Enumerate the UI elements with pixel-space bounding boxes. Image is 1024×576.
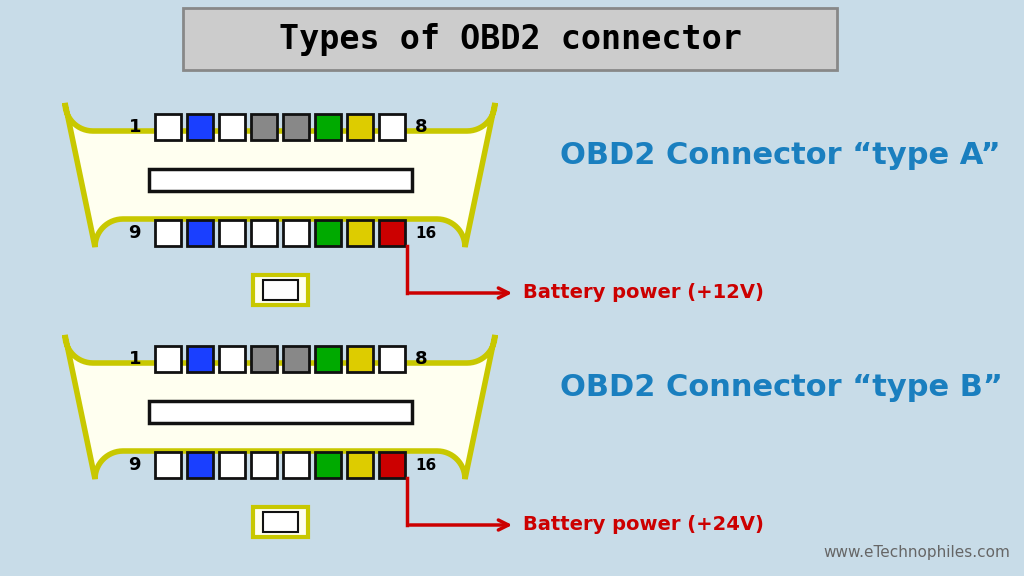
Text: 1: 1 <box>128 350 141 368</box>
Bar <box>155 114 181 140</box>
Text: 8: 8 <box>415 118 428 136</box>
FancyBboxPatch shape <box>183 8 837 70</box>
Bar <box>155 220 181 246</box>
Bar <box>251 220 278 246</box>
Bar <box>148 401 412 423</box>
Bar <box>379 220 406 246</box>
Bar <box>315 452 341 478</box>
Bar <box>219 220 245 246</box>
Bar <box>315 220 341 246</box>
Bar <box>148 169 412 191</box>
Bar <box>283 114 309 140</box>
Bar <box>219 452 245 478</box>
Bar <box>155 346 181 372</box>
Text: 9: 9 <box>128 224 141 242</box>
Bar <box>283 452 309 478</box>
Bar <box>155 452 181 478</box>
Text: 16: 16 <box>415 457 436 472</box>
Polygon shape <box>65 103 495 247</box>
Text: www.eTechnophiles.com: www.eTechnophiles.com <box>823 545 1010 560</box>
Bar <box>219 346 245 372</box>
Bar <box>251 452 278 478</box>
Bar <box>251 346 278 372</box>
Text: Types of OBD2 connector: Types of OBD2 connector <box>279 22 741 55</box>
Bar <box>347 220 373 246</box>
Bar <box>379 114 406 140</box>
Text: 8: 8 <box>415 350 428 368</box>
Text: OBD2 Connector “type A”: OBD2 Connector “type A” <box>560 141 1000 169</box>
Bar <box>253 507 307 537</box>
Bar <box>347 452 373 478</box>
Bar <box>253 275 307 305</box>
Text: 16: 16 <box>415 225 436 241</box>
Text: 9: 9 <box>128 456 141 474</box>
Bar <box>219 114 245 140</box>
Bar <box>262 280 298 300</box>
Bar <box>187 220 213 246</box>
Bar <box>379 452 406 478</box>
Bar <box>347 346 373 372</box>
Bar <box>283 346 309 372</box>
Bar <box>187 114 213 140</box>
Bar <box>251 114 278 140</box>
Text: Battery power (+12V): Battery power (+12V) <box>523 283 764 302</box>
Bar <box>315 114 341 140</box>
Polygon shape <box>65 335 495 479</box>
Bar <box>347 114 373 140</box>
Text: 1: 1 <box>128 118 141 136</box>
Bar <box>315 346 341 372</box>
Bar <box>379 346 406 372</box>
Text: OBD2 Connector “type B”: OBD2 Connector “type B” <box>560 373 1002 401</box>
Bar <box>187 452 213 478</box>
Bar <box>283 220 309 246</box>
Text: Battery power (+24V): Battery power (+24V) <box>523 516 764 535</box>
Bar <box>262 512 298 532</box>
Bar <box>187 346 213 372</box>
